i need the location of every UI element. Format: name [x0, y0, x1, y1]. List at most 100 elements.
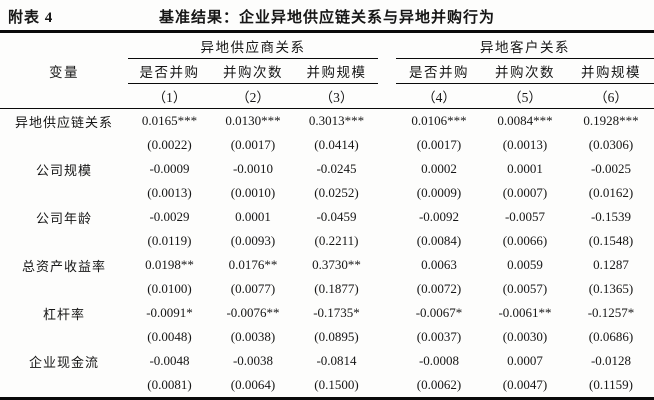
se-cell: (0.0007) — [502, 185, 548, 200]
coef-cell: -0.0057 — [504, 209, 546, 224]
gap-cell — [378, 133, 396, 157]
se-cell: (0.0037) — [416, 329, 462, 344]
subcolumn-header-row: 是否并购 并购次数 并购规模 是否并购 并购次数 并购规模 — [0, 58, 654, 84]
coef-cell: 0.0198** — [145, 257, 194, 272]
coef-cell: 0.0007 — [507, 353, 543, 368]
coef-cell: 0.0063 — [421, 257, 457, 272]
coef-cell: 0.0165*** — [141, 113, 198, 128]
row-label-empty — [0, 277, 128, 301]
table-row: (0.0048) (0.0038) (0.0895) (0.0037) (0.0… — [0, 325, 654, 349]
se-cell: (0.0093) — [230, 233, 276, 248]
se-cell: (0.0084) — [416, 233, 462, 248]
coef-cell: 0.3013*** — [308, 113, 365, 128]
table-row: (0.0119) (0.0093) (0.2211) (0.0084) (0.0… — [0, 229, 654, 253]
se-cell: (0.0081) — [147, 377, 192, 392]
subcolumn-header: 并购次数 — [482, 58, 568, 84]
gap-cell — [378, 253, 396, 277]
coef-cell: 0.3730** — [312, 257, 361, 272]
column-number: （2） — [211, 83, 295, 109]
table-row: 公司年龄 -0.0029 0.0001 -0.0459 -0.0092 -0.0… — [0, 205, 654, 229]
se-cell: (0.0252) — [314, 185, 359, 200]
se-cell: (0.1548) — [588, 233, 634, 248]
table-row: 企业现金流 -0.0048 -0.0038 -0.0814 -0.0008 0.… — [0, 349, 654, 373]
row-label-empty — [0, 133, 128, 157]
table-row: 异地供应链关系 0.0165*** 0.0130*** 0.3013*** 0.… — [0, 109, 654, 134]
table-row: 公司规模 -0.0009 -0.0010 -0.0245 0.0002 0.00… — [0, 157, 654, 181]
gap-cell — [378, 301, 396, 325]
row-label: 公司规模 — [35, 162, 92, 178]
group-header-row: 变量 异地供应商关系 异地客户关系 — [0, 31, 654, 109]
column-number: （4） — [396, 83, 482, 109]
coef-cell: -0.0128 — [590, 353, 632, 368]
coef-cell: 0.1287 — [593, 257, 629, 272]
se-cell: (0.0009) — [416, 185, 462, 200]
column-number: （6） — [568, 83, 654, 109]
coef-cell: -0.0029 — [149, 209, 190, 224]
subcolumn-header: 是否并购 — [128, 58, 211, 84]
se-cell: (0.0686) — [588, 329, 634, 344]
se-cell: (0.0013) — [502, 137, 548, 152]
se-cell: (0.0057) — [502, 281, 548, 296]
table-row: 杠杆率 -0.0091* -0.0076** -0.1735* -0.0067*… — [0, 301, 654, 325]
se-cell: (0.0030) — [502, 329, 548, 344]
table-row: (0.0022) (0.0017) (0.0414) (0.0017) (0.0… — [0, 133, 654, 157]
coef-cell: 0.0176** — [228, 257, 278, 272]
se-cell: (0.0306) — [588, 137, 634, 152]
coef-cell: -0.0814 — [316, 353, 357, 368]
coef-cell: 0.1928*** — [583, 113, 639, 128]
row-label-empty — [0, 229, 128, 253]
se-cell: (0.0022) — [147, 137, 192, 152]
gap-cell — [378, 277, 396, 301]
column-number: （3） — [295, 83, 378, 109]
coef-cell: -0.0038 — [232, 353, 274, 368]
se-cell: (0.0047) — [502, 377, 548, 392]
table-row: 总资产收益率 0.0198** 0.0176** 0.3730** 0.0063… — [0, 253, 654, 277]
regression-table: 变量 异地供应商关系 异地客户关系 是否并购 并购次数 并购规模 是否并购 并购… — [0, 30, 654, 400]
gap-cell — [378, 373, 396, 399]
coef-cell: -0.0025 — [590, 161, 632, 176]
coef-cell: -0.1539 — [590, 209, 632, 224]
se-cell: (0.0077) — [230, 281, 276, 296]
coef-cell: -0.0061** — [498, 305, 552, 320]
se-cell: (0.0066) — [502, 233, 548, 248]
column-number-row: （1） （2） （3） （4） （5） （6） — [0, 83, 654, 109]
gap-cell — [378, 205, 396, 229]
subcolumn-header: 并购规模 — [568, 58, 654, 84]
table-title: 基准结果：企业异地供应链关系与异地并购行为 — [158, 10, 495, 26]
coef-cell: -0.0067* — [415, 305, 463, 320]
se-cell: (0.1365) — [588, 281, 634, 296]
table-row: (0.0081) (0.0064) (0.1500) (0.0062) (0.0… — [0, 373, 654, 399]
table-row: (0.0013) (0.0010) (0.0252) (0.0009) (0.0… — [0, 181, 654, 205]
coef-cell: 0.0106*** — [411, 113, 467, 128]
column-number: （5） — [482, 83, 568, 109]
coef-cell: -0.0010 — [232, 161, 274, 176]
coef-cell: -0.1735* — [313, 305, 360, 320]
row-label-empty — [0, 181, 128, 205]
coef-cell: -0.0076** — [226, 305, 280, 320]
se-cell: (0.0017) — [416, 137, 462, 152]
coef-cell: 0.0002 — [421, 161, 457, 176]
row-label: 企业现金流 — [28, 354, 99, 370]
table-titlebar: 附表 4 基准结果：企业异地供应链关系与异地并购行为 — [0, 0, 654, 30]
gap-cell — [378, 349, 396, 373]
gap-cell — [378, 157, 396, 181]
se-cell: (0.0162) — [588, 185, 634, 200]
column-gap — [378, 31, 396, 109]
coef-cell: -0.0459 — [316, 209, 357, 224]
coef-cell: -0.0009 — [149, 161, 190, 176]
coef-cell: 0.0059 — [507, 257, 543, 272]
coef-cell: 0.0084*** — [497, 113, 553, 128]
se-cell: (0.0414) — [314, 137, 359, 152]
coef-cell: 0.0001 — [507, 161, 543, 176]
gap-cell — [378, 229, 396, 253]
coef-cell: -0.0092 — [418, 209, 460, 224]
coef-cell: 0.0130*** — [225, 113, 281, 128]
se-cell: (0.0017) — [230, 137, 276, 152]
row-label: 异地供应链关系 — [14, 114, 113, 130]
row-label: 杠杆率 — [42, 306, 85, 322]
se-cell: (0.0100) — [147, 281, 192, 296]
se-cell: (0.1159) — [589, 377, 633, 392]
se-cell: (0.0064) — [230, 377, 276, 392]
gap-cell — [378, 109, 396, 134]
